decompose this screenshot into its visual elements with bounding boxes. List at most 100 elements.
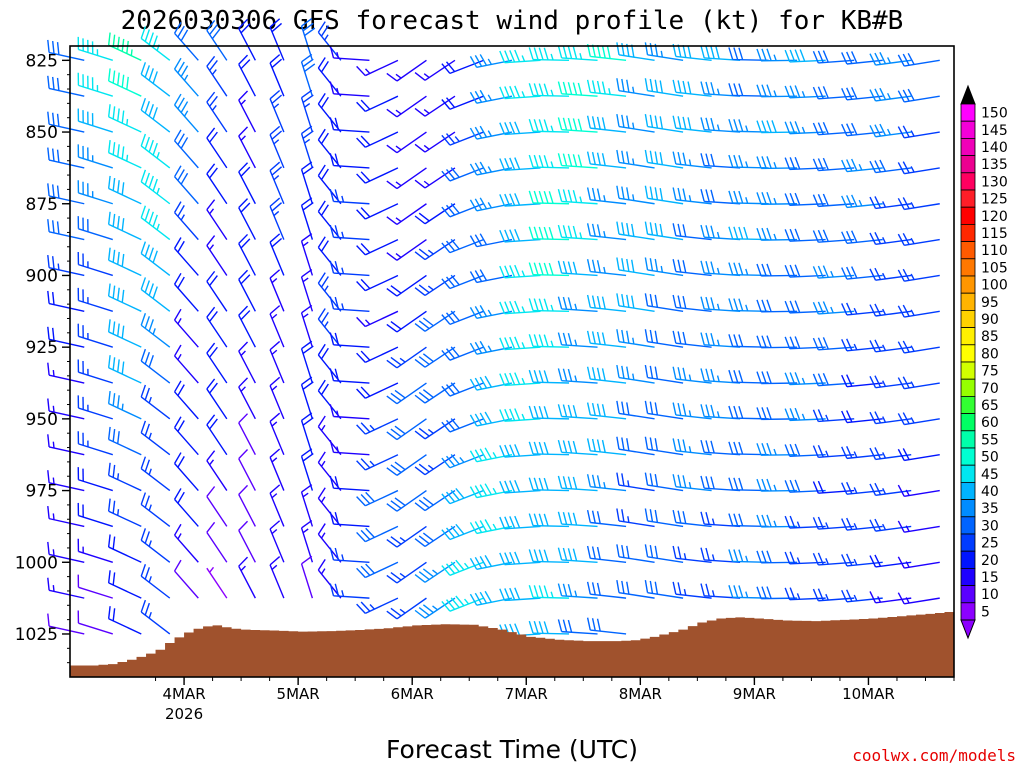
barb-half-feather bbox=[825, 522, 829, 529]
barb-feather bbox=[445, 204, 456, 216]
barb-staff bbox=[904, 525, 940, 533]
wind-barb bbox=[897, 592, 940, 605]
credit-text: coolwx.com/models bbox=[852, 746, 1016, 765]
barb-feather bbox=[596, 224, 601, 237]
barb-feather bbox=[591, 295, 596, 309]
barb-feather bbox=[543, 47, 549, 61]
barb-feather bbox=[356, 567, 366, 578]
barb-feather bbox=[51, 148, 55, 162]
colorbar-swatch bbox=[960, 172, 976, 191]
barb-feather bbox=[117, 72, 120, 86]
barb-feather bbox=[474, 341, 483, 354]
barb-staff bbox=[761, 131, 798, 134]
colorbar-swatch bbox=[960, 189, 976, 208]
barb-feather bbox=[107, 140, 111, 153]
barb-feather bbox=[728, 334, 734, 347]
wind-barb bbox=[140, 599, 171, 635]
barb-feather bbox=[538, 155, 544, 168]
barb-half-feather bbox=[427, 428, 434, 434]
barb-staff bbox=[424, 310, 456, 332]
barb-feather bbox=[117, 287, 120, 301]
barb-staff bbox=[590, 91, 627, 97]
barb-feather bbox=[47, 470, 50, 483]
barb-staff bbox=[504, 597, 541, 602]
barb-half-feather bbox=[271, 493, 278, 499]
barb-feather bbox=[173, 416, 182, 429]
wind-barb bbox=[897, 412, 940, 426]
barb-staff bbox=[424, 454, 456, 476]
wind-barb bbox=[784, 479, 826, 493]
barb-staff bbox=[78, 479, 113, 492]
barb-staff bbox=[846, 346, 883, 352]
wind-barb bbox=[616, 149, 655, 169]
barb-staff bbox=[618, 233, 655, 241]
barb-feather bbox=[173, 22, 182, 34]
barb-staff bbox=[269, 528, 285, 563]
barb-feather bbox=[677, 259, 682, 273]
barb-feather bbox=[240, 23, 251, 34]
barb-staff bbox=[78, 228, 113, 241]
wind-barb bbox=[47, 75, 85, 97]
barb-feather bbox=[360, 350, 371, 361]
barb-feather bbox=[499, 86, 506, 99]
barb-staff bbox=[333, 272, 370, 277]
barb-staff bbox=[238, 171, 256, 205]
barb-feather bbox=[733, 226, 739, 240]
barb-staff bbox=[533, 596, 570, 599]
barb-half-feather bbox=[882, 416, 887, 423]
barb-feather bbox=[700, 153, 705, 166]
wind-barb bbox=[469, 233, 513, 248]
barb-staff bbox=[269, 62, 285, 97]
barb-feather bbox=[897, 269, 905, 282]
barb-feather bbox=[386, 359, 398, 369]
wind-barb bbox=[269, 125, 285, 169]
barb-half-feather bbox=[273, 103, 280, 109]
barb-feather bbox=[586, 438, 591, 451]
barb-feather bbox=[414, 72, 426, 81]
barb-staff bbox=[561, 93, 598, 97]
barb-feather bbox=[869, 591, 877, 604]
barb-feather bbox=[677, 187, 682, 201]
barb-feather bbox=[846, 553, 853, 566]
barb-half-feather bbox=[336, 446, 340, 453]
barb-feather bbox=[386, 467, 398, 476]
barb-staff bbox=[269, 349, 285, 384]
wind-barb bbox=[140, 564, 171, 599]
barb-feather bbox=[441, 206, 451, 218]
barb-staff bbox=[238, 243, 256, 276]
x-tick-label: 10MAR bbox=[842, 685, 895, 703]
barb-staff bbox=[424, 239, 456, 261]
barb-feather bbox=[121, 146, 125, 160]
barb-staff bbox=[761, 59, 798, 62]
barb-feather bbox=[528, 369, 534, 383]
barb-feather bbox=[631, 295, 635, 309]
wind-barb bbox=[812, 157, 855, 172]
barb-feather bbox=[302, 345, 314, 355]
barb-staff bbox=[761, 454, 798, 456]
barb-feather bbox=[874, 231, 882, 244]
barb-feather bbox=[240, 202, 251, 213]
barb-feather bbox=[733, 298, 739, 311]
wind-barb bbox=[107, 140, 142, 169]
wind-barb bbox=[528, 154, 570, 169]
barb-feather bbox=[269, 448, 281, 458]
wind-barb bbox=[356, 561, 399, 579]
wind-barb bbox=[586, 617, 627, 635]
barb-feather bbox=[572, 189, 578, 203]
barb-staff bbox=[238, 350, 256, 384]
wind-barb bbox=[469, 305, 513, 320]
barb-feather bbox=[209, 167, 218, 179]
wind-barb bbox=[414, 525, 456, 548]
barb-feather bbox=[329, 45, 335, 59]
wind-barb bbox=[269, 305, 285, 348]
wind-barb bbox=[77, 574, 113, 599]
barb-staff bbox=[174, 534, 199, 563]
colorbar-swatch bbox=[960, 103, 976, 122]
barb-feather bbox=[654, 187, 659, 200]
barb-staff bbox=[238, 530, 256, 563]
barb-staff bbox=[238, 458, 256, 491]
barb-feather bbox=[902, 53, 910, 66]
barb-feather bbox=[504, 552, 511, 565]
colorbar-swatch bbox=[960, 499, 976, 518]
wind-barb bbox=[414, 561, 456, 583]
